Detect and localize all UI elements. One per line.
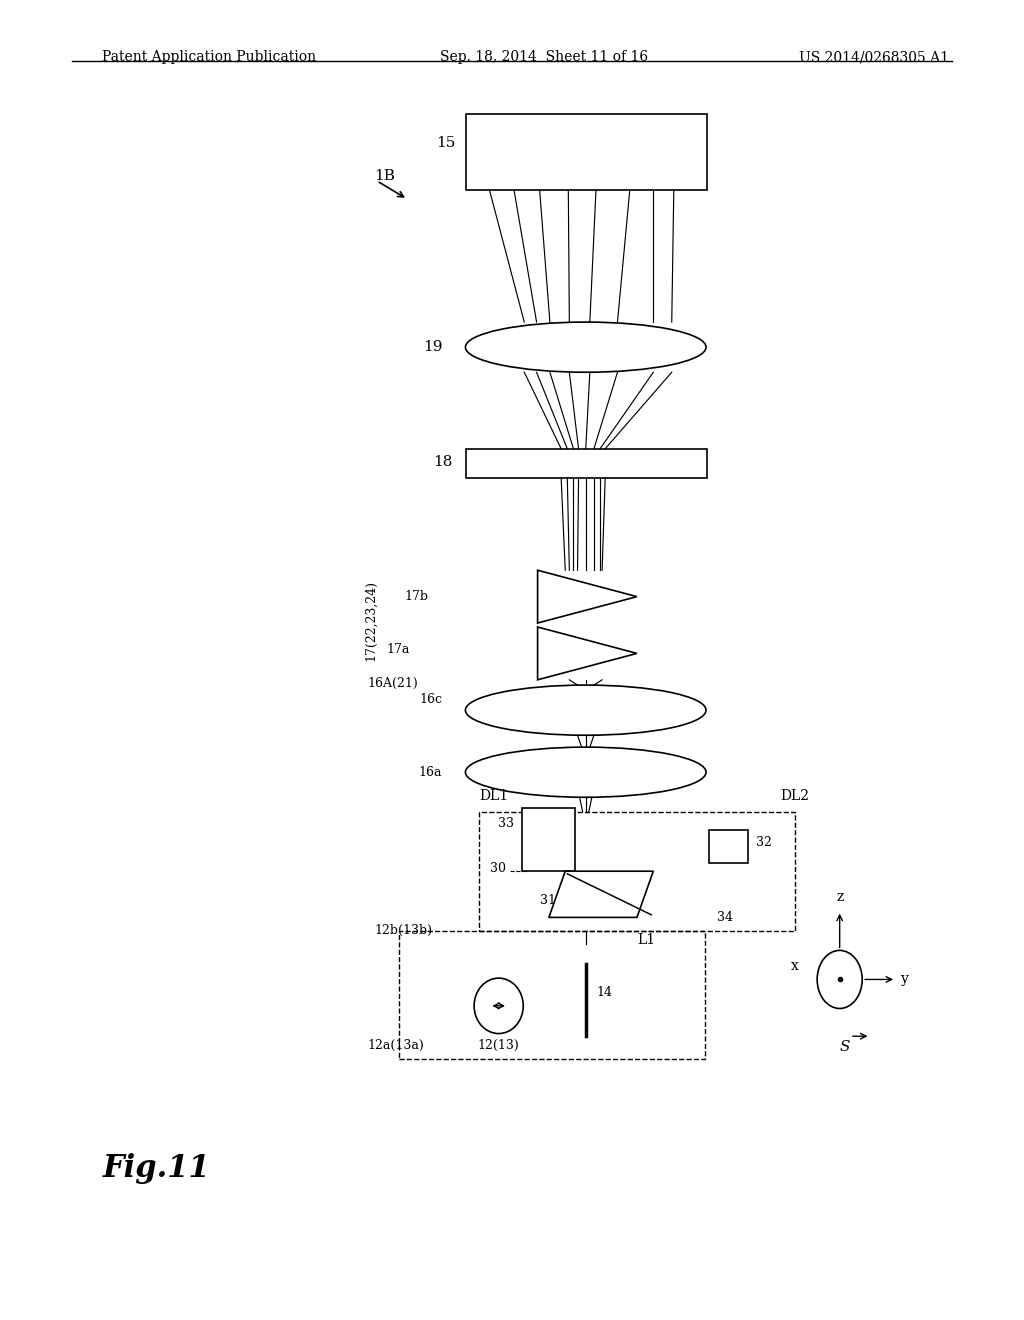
Circle shape bbox=[817, 950, 862, 1008]
Text: 32: 32 bbox=[756, 836, 772, 849]
Bar bbox=[522, 808, 575, 871]
Bar bbox=[466, 114, 707, 190]
Text: Sep. 18, 2014  Sheet 11 of 16: Sep. 18, 2014 Sheet 11 of 16 bbox=[440, 50, 648, 65]
Ellipse shape bbox=[465, 747, 707, 797]
Polygon shape bbox=[538, 627, 637, 680]
Ellipse shape bbox=[465, 685, 707, 735]
Polygon shape bbox=[549, 871, 653, 917]
Text: US 2014/0268305 A1: US 2014/0268305 A1 bbox=[799, 50, 948, 65]
Bar bbox=[466, 449, 707, 478]
Text: S: S bbox=[840, 1040, 850, 1055]
Text: 31: 31 bbox=[540, 894, 556, 907]
Text: 30: 30 bbox=[489, 862, 506, 875]
Text: y: y bbox=[901, 973, 909, 986]
Text: L1: L1 bbox=[637, 933, 655, 948]
Text: 17b: 17b bbox=[404, 590, 428, 603]
Text: 17a: 17a bbox=[386, 643, 410, 656]
Text: 1B: 1B bbox=[374, 169, 394, 182]
Bar bbox=[709, 830, 748, 863]
Text: 12a(13a): 12a(13a) bbox=[368, 1039, 424, 1052]
Text: z: z bbox=[836, 890, 844, 904]
Text: 16A(21): 16A(21) bbox=[367, 677, 418, 690]
Text: 16c: 16c bbox=[420, 693, 442, 706]
Text: Patent Application Publication: Patent Application Publication bbox=[102, 50, 316, 65]
Text: 15: 15 bbox=[436, 136, 456, 149]
Bar bbox=[479, 812, 795, 931]
Text: 34: 34 bbox=[717, 911, 733, 924]
Text: Fig.11: Fig.11 bbox=[102, 1152, 210, 1184]
Text: DL1: DL1 bbox=[479, 788, 508, 803]
Text: 12(13): 12(13) bbox=[478, 1039, 519, 1052]
Ellipse shape bbox=[465, 322, 707, 372]
Text: 14: 14 bbox=[596, 986, 612, 999]
Text: 19: 19 bbox=[423, 341, 442, 354]
Text: x: x bbox=[791, 960, 799, 973]
Text: 33: 33 bbox=[498, 817, 514, 830]
Text: 18: 18 bbox=[433, 455, 453, 469]
Polygon shape bbox=[538, 570, 637, 623]
Text: DL2: DL2 bbox=[780, 788, 809, 803]
Ellipse shape bbox=[474, 978, 523, 1034]
Text: 17(22,23,24): 17(22,23,24) bbox=[365, 579, 377, 661]
Text: 16a: 16a bbox=[419, 766, 442, 779]
Bar bbox=[399, 931, 705, 1059]
Text: 12b(13b): 12b(13b) bbox=[374, 924, 432, 937]
